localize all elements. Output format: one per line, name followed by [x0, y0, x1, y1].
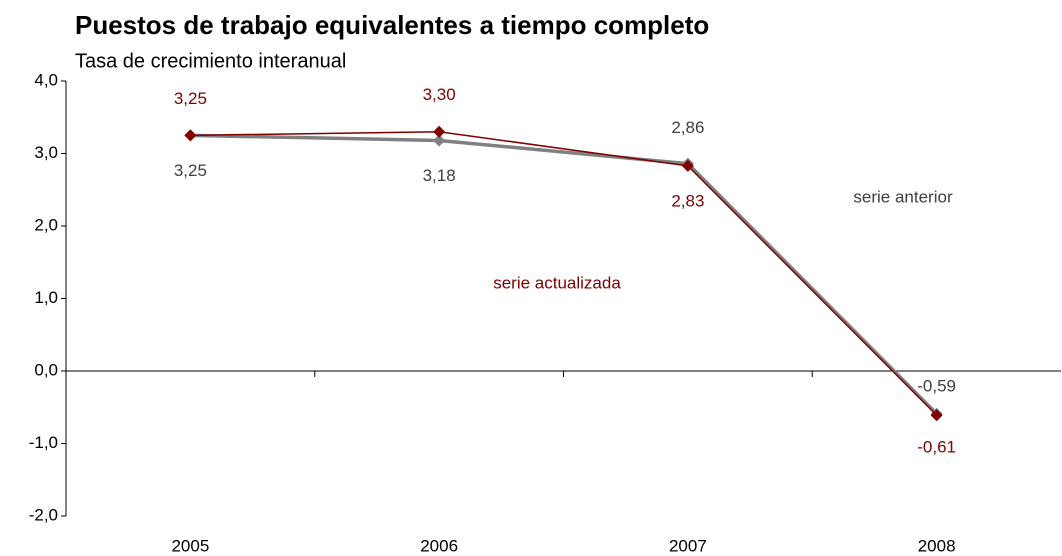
data-label: 3,25	[174, 161, 207, 180]
point-marker	[681, 159, 694, 172]
series-line	[190, 130, 938, 416]
point-marker	[184, 129, 197, 142]
series-name: serie anterior	[853, 187, 953, 206]
data-label: 2,83	[671, 191, 704, 210]
data-label: 3,30	[423, 85, 456, 104]
series-line	[190, 133, 938, 416]
x-tick-label: 2006	[420, 536, 458, 555]
series-name: serie actualizada	[493, 273, 621, 292]
y-tick-label: 4,0	[34, 70, 58, 89]
data-label: 3,25	[174, 89, 207, 108]
y-tick-label: 1,0	[34, 288, 58, 307]
point-marker	[433, 125, 446, 138]
data-label: -0,61	[917, 438, 956, 457]
x-tick-label: 2008	[918, 536, 956, 555]
point-marker	[930, 409, 943, 422]
chart-subtitle: Tasa de crecimiento interanual	[75, 50, 346, 72]
x-tick-label: 2005	[171, 536, 209, 555]
data-label: 2,86	[671, 118, 704, 137]
chart-title: Puestos de trabajo equivalentes a tiempo…	[75, 10, 709, 40]
x-tick-label: 2007	[669, 536, 707, 555]
y-tick-label: -2,0	[29, 505, 58, 524]
y-tick-label: 2,0	[34, 215, 58, 234]
data-label: 3,18	[423, 166, 456, 185]
data-label: -0,59	[917, 376, 956, 395]
y-tick-label: 3,0	[34, 143, 58, 162]
point-marker	[433, 134, 446, 147]
y-tick-label: -1,0	[29, 433, 58, 452]
y-tick-label: 0,0	[34, 360, 58, 379]
